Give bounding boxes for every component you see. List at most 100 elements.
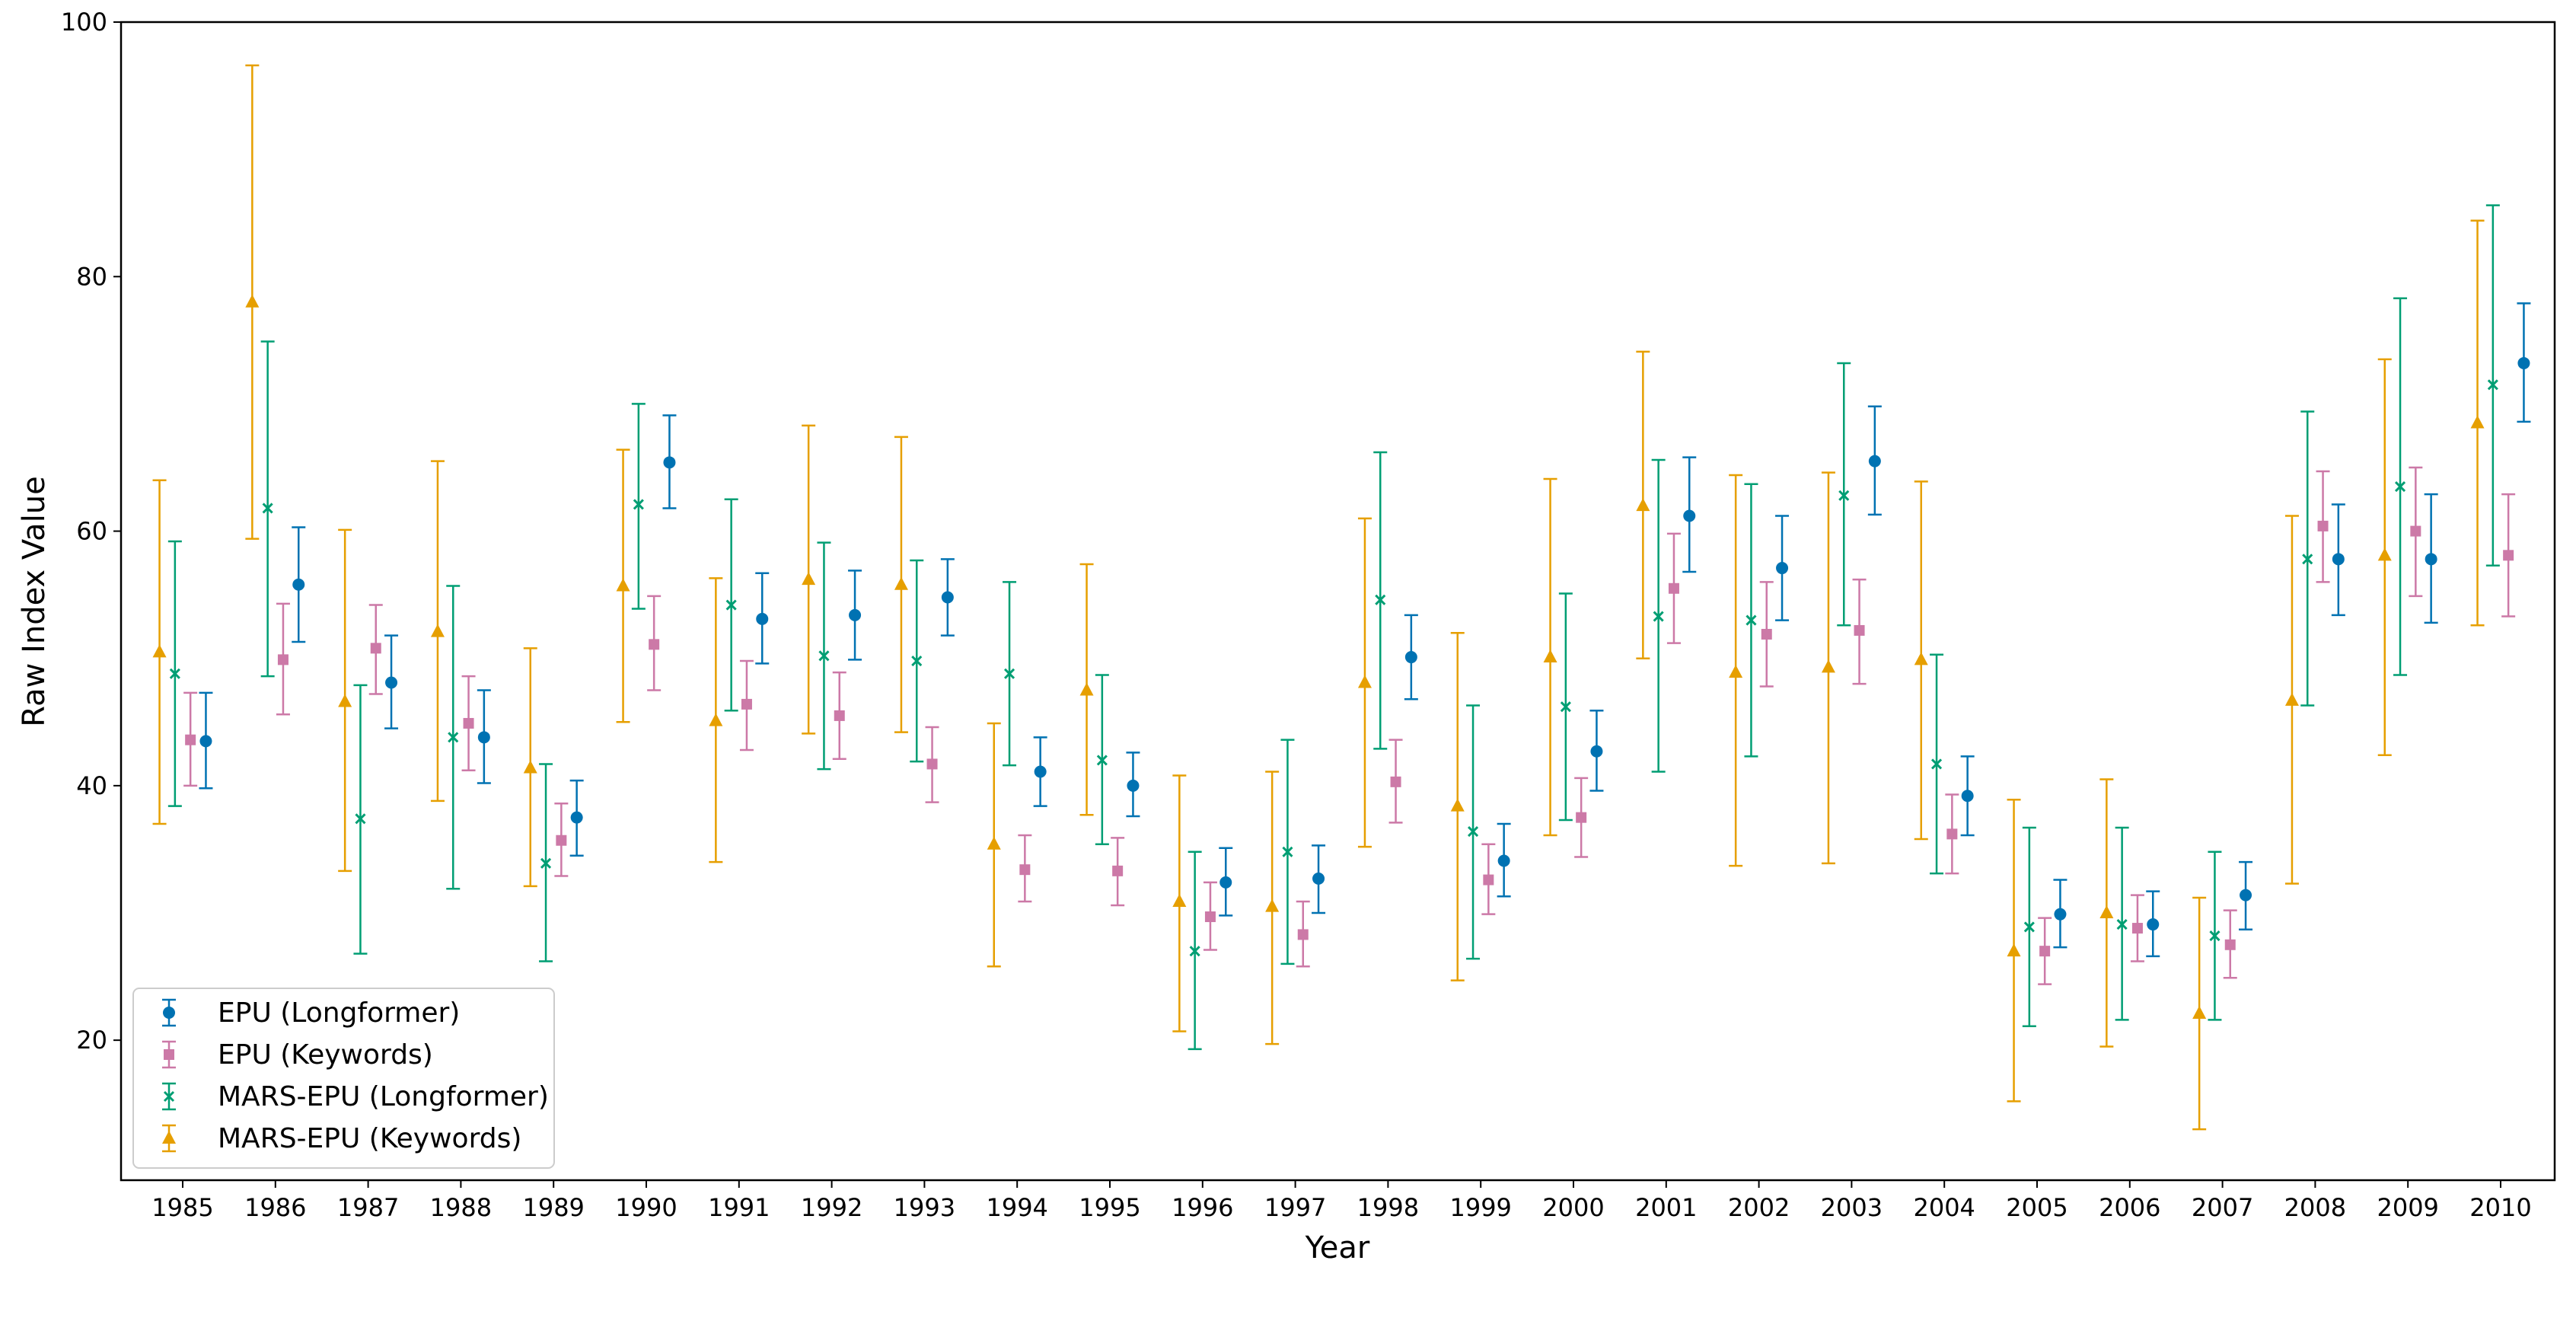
x-tick-label: 1998: [1357, 1193, 1419, 1222]
data-point: [1219, 876, 1232, 889]
data-point: [523, 760, 537, 774]
legend: EPU (Longformer) EPU (Keywords) MARS-EPU (…: [132, 988, 555, 1169]
x-tick-label: 1985: [151, 1193, 213, 1222]
data-point: [633, 499, 644, 510]
data-point: [1172, 893, 1187, 907]
data-point: [987, 836, 1001, 850]
data-point: [1034, 765, 1047, 778]
legend-marker: [162, 1131, 176, 1144]
data-point: [1204, 911, 1216, 923]
data-point: [1467, 825, 1479, 838]
data-point: [169, 668, 180, 679]
data-point: [1683, 509, 1696, 522]
series-2: [183, 466, 2516, 985]
x-tick-label: 1986: [244, 1193, 306, 1222]
x-tick-label: 1992: [801, 1193, 862, 1222]
data-point: [2284, 692, 2299, 706]
x-tick-label: 1999: [1449, 1193, 1511, 1222]
data-point: [1668, 582, 1679, 594]
data-point: [2410, 525, 2421, 537]
data-point: [1312, 872, 1325, 885]
data-point: [1450, 798, 1465, 812]
data-point: [1961, 790, 1974, 803]
x-tick-label: 2001: [1635, 1193, 1697, 1222]
data-point: [1390, 776, 1401, 787]
legend-marker: [164, 1049, 174, 1060]
data-point: [1576, 812, 1587, 823]
legend-label: MARS-EPU (Keywords): [218, 1123, 521, 1154]
data-point: [1003, 668, 1015, 679]
data-point: [540, 857, 552, 869]
data-point: [1821, 659, 1835, 673]
legend-item: EPU (Keywords): [162, 1039, 433, 1071]
legend-item: MARS-EPU (Keywords): [162, 1123, 521, 1154]
data-point: [2332, 553, 2345, 566]
data-point: [152, 644, 167, 658]
x-tick-label: 1989: [522, 1193, 584, 1222]
x-tick-label: 1988: [430, 1193, 492, 1222]
data-point: [802, 572, 816, 586]
data-point: [1189, 946, 1200, 957]
data-point: [2224, 939, 2236, 950]
data-point: [1096, 755, 1108, 766]
data-point: [894, 576, 908, 590]
data-point: [1357, 675, 1372, 688]
x-axis-label: Year: [1305, 1230, 1370, 1265]
data-point: [1112, 865, 1124, 876]
data-point: [616, 578, 630, 592]
x-tick-label: 1994: [986, 1193, 1047, 1222]
data-point: [2147, 918, 2160, 931]
data-point: [199, 735, 212, 748]
x-axis: 1985 1986 1987 1988 1989 1990 1991 1992 1993 1994…: [151, 1180, 2532, 1222]
x-tick-label: 2003: [1821, 1193, 1883, 1222]
data-point: [725, 599, 737, 611]
x-tick-label: 1987: [337, 1193, 399, 1222]
data-point: [2023, 921, 2035, 933]
data-point: [1127, 779, 1140, 792]
data-marks: [152, 64, 2531, 1131]
data-point: [1653, 611, 1664, 622]
x-tick-label: 2006: [2099, 1193, 2160, 1222]
x-tick-label: 2000: [1542, 1193, 1604, 1222]
data-point: [185, 734, 196, 745]
data-point: [911, 655, 923, 667]
data-point: [2039, 946, 2051, 957]
data-point: [1079, 682, 1094, 696]
data-point: [1729, 665, 1743, 678]
data-point: [756, 612, 769, 625]
data-point: [1543, 649, 1557, 663]
x-tick-label: 2002: [1728, 1193, 1790, 1222]
data-point: [1745, 614, 1757, 626]
data-point: [1930, 758, 1943, 770]
data-point: [834, 710, 845, 721]
plot-frame: [120, 21, 2556, 1182]
data-point: [941, 591, 954, 604]
data-point: [2007, 943, 2021, 957]
legend-box: [132, 988, 555, 1169]
data-point: [1282, 846, 1293, 857]
data-point: [849, 608, 862, 621]
data-point: [818, 650, 830, 662]
data-point: [570, 811, 583, 824]
data-point: [355, 813, 366, 825]
data-point: [1590, 745, 1603, 758]
data-point: [448, 732, 459, 743]
y-tick-label: 100: [61, 8, 107, 37]
data-point: [477, 731, 490, 744]
y-tick-label: 80: [76, 262, 107, 291]
series-4: [152, 64, 2485, 1131]
x-tick-label: 1993: [894, 1193, 955, 1222]
data-point: [709, 713, 723, 726]
series-3: [167, 204, 2500, 1051]
legend-item: MARS-EPU (Longformer): [162, 1081, 549, 1112]
data-point: [2487, 379, 2498, 391]
y-tick-label: 40: [76, 771, 107, 800]
data-point: [2209, 930, 2221, 942]
data-point: [2240, 889, 2252, 902]
data-point: [1497, 854, 1510, 867]
data-point: [463, 717, 474, 729]
x-tick-label: 1996: [1172, 1193, 1233, 1222]
y-axis: 20 40 60 80 100: [61, 8, 121, 1055]
data-point: [430, 624, 445, 637]
